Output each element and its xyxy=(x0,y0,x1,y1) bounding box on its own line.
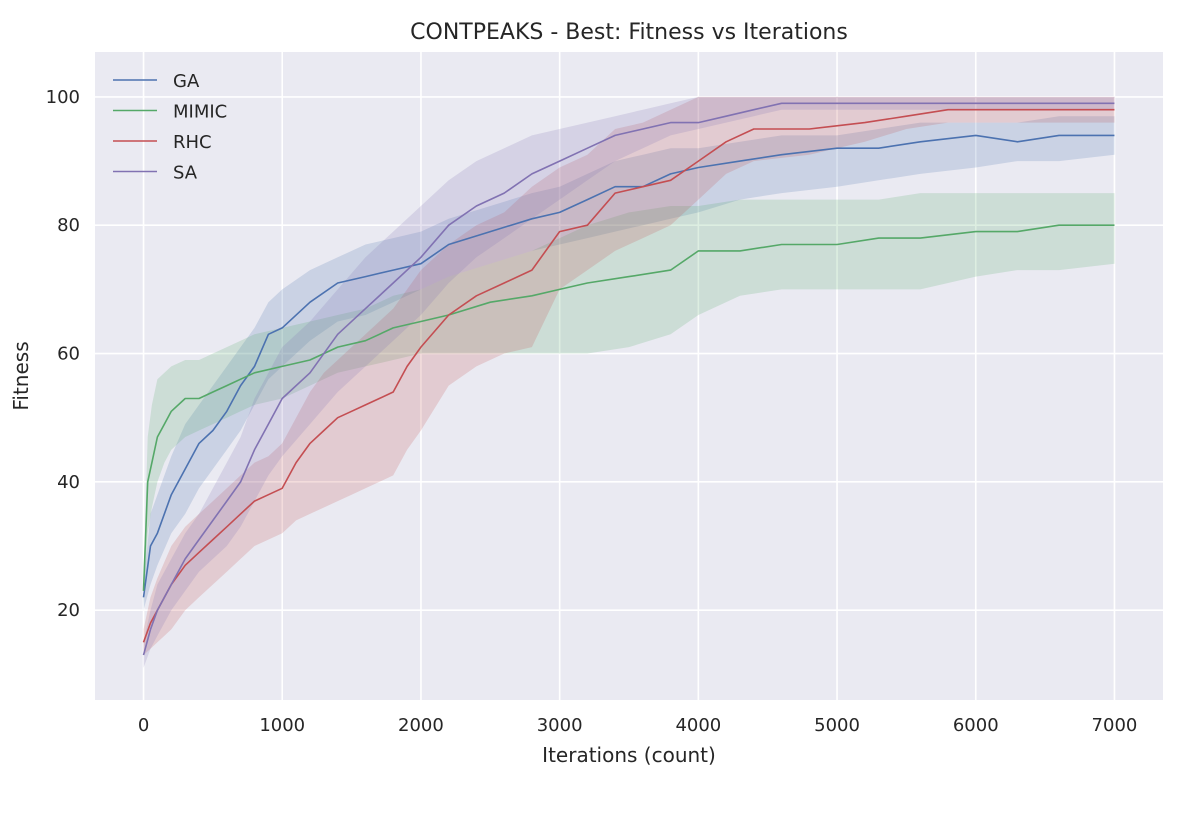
x-tick-label: 3000 xyxy=(537,715,583,736)
mimic-legend-label: MIMIC xyxy=(173,102,227,123)
mimic-band xyxy=(143,193,1115,604)
rhc-line xyxy=(142,108,1115,643)
y-tick-label: 80 xyxy=(57,215,80,236)
y-axis-label: Fitness xyxy=(9,341,33,410)
legend: GA MIMIC RHC SA xyxy=(113,71,227,184)
y-tick-labels: 20 40 60 80 100 xyxy=(46,87,80,621)
sa-line xyxy=(142,102,1115,656)
series-lines xyxy=(142,102,1115,656)
x-tick-label: 6000 xyxy=(953,715,999,736)
x-tick-label: 2000 xyxy=(398,715,444,736)
ga-band xyxy=(143,116,1115,611)
y-tick-label: 20 xyxy=(57,600,80,621)
sa-legend-label: SA xyxy=(173,163,198,184)
x-tick-label: 1000 xyxy=(259,715,305,736)
y-tick-label: 40 xyxy=(57,472,80,493)
sa-band xyxy=(143,96,1115,668)
x-axis-label: Iterations (count) xyxy=(542,743,716,767)
plot-background xyxy=(95,52,1163,700)
y-tick-label: 60 xyxy=(57,344,80,365)
y-tick-label: 100 xyxy=(46,87,80,108)
mimic-line xyxy=(142,224,1115,591)
x-tick-label: 0 xyxy=(138,715,149,736)
rhc-band xyxy=(143,96,1115,656)
chart-title: CONTPEAKS - Best: Fitness vs Iterations xyxy=(410,20,848,45)
x-tick-label: 7000 xyxy=(1092,715,1138,736)
confidence-bands xyxy=(143,96,1115,668)
ga-legend-label: GA xyxy=(173,71,200,92)
ga-line xyxy=(142,134,1115,598)
grid-lines xyxy=(95,52,1163,700)
x-tick-label: 5000 xyxy=(814,715,860,736)
rhc-legend-label: RHC xyxy=(173,132,212,153)
x-tick-labels: 0 1000 2000 3000 4000 5000 6000 7000 xyxy=(138,715,1138,736)
x-tick-label: 4000 xyxy=(675,715,721,736)
